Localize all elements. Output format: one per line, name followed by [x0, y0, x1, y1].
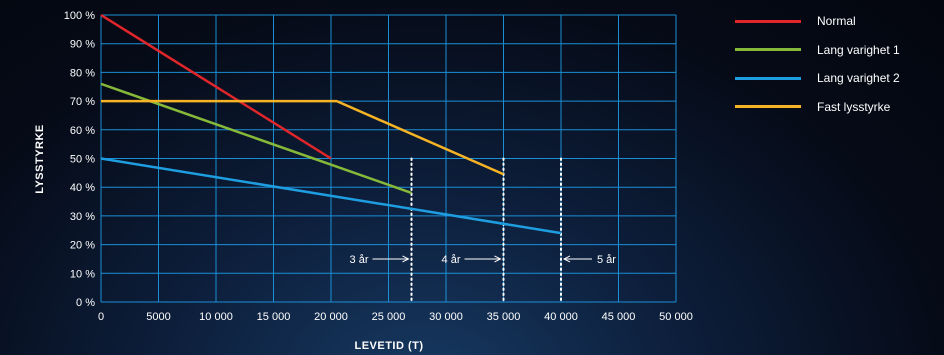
legend-swatch	[735, 19, 801, 23]
annotation-arrowhead	[494, 255, 502, 263]
x-tick-label: 25 000	[372, 311, 406, 323]
annotation-label: 4 år	[442, 254, 461, 266]
legend-swatch	[735, 105, 801, 109]
x-tick-label: 10 000	[199, 311, 233, 323]
series-line	[100, 157, 562, 235]
legend-label: Lang varighet 1	[817, 42, 900, 57]
y-tick-label: 0 %	[76, 297, 95, 309]
series-line	[101, 99, 505, 176]
y-axis-title: LYSSTYRKE	[34, 124, 46, 194]
x-tick-label: 5000	[146, 311, 170, 323]
legend-swatch	[735, 48, 801, 52]
y-tick-label: 80 %	[70, 67, 95, 79]
x-tick-label: 40 000	[544, 311, 578, 323]
x-tick-label: 0	[98, 311, 104, 323]
x-tick-label: 30 000	[429, 311, 463, 323]
y-tick-label: 30 %	[70, 211, 95, 223]
x-tick-label: 20 000	[314, 311, 348, 323]
x-tick-label: 50 000	[659, 311, 693, 323]
y-tick-label: 10 %	[70, 268, 95, 280]
x-tick-label: 15 000	[257, 311, 291, 323]
legend-label: Normal	[817, 14, 856, 29]
chart-legend: Normal Lang varighet 1 Lang varighet 2 Fast…	[735, 7, 900, 121]
legend-item: Lang varighet 1	[735, 36, 900, 65]
x-tick-label: 45 000	[602, 311, 636, 323]
y-tick-label: 90 %	[70, 39, 95, 51]
annotation-arrowhead	[402, 255, 410, 263]
legend-item: Fast lysstyrke	[735, 93, 900, 122]
y-tick-label: 100 %	[64, 10, 95, 22]
legend-label: Fast lysstyrke	[817, 99, 891, 114]
annotation-label: 3 år	[350, 254, 369, 266]
y-tick-label: 70 %	[70, 96, 95, 108]
y-tick-label: 20 %	[70, 240, 95, 252]
chart-series-lines	[100, 13, 562, 235]
legend-swatch	[735, 76, 801, 80]
y-tick-label: 60 %	[70, 125, 95, 137]
y-tick-label: 40 %	[70, 182, 95, 194]
series-line	[100, 13, 332, 160]
y-axis-ticks: 0 % 10 % 20 % 30 % 40 % 50 % 60 % 70 % 80 % 90 % 1…	[64, 10, 95, 309]
chart-grid	[100, 14, 677, 303]
x-tick-label: 35 000	[487, 311, 521, 323]
x-axis-ticks: 0 5000 10 000 15 000 20 000 25 000 30 000 35 00…	[98, 311, 693, 323]
lifetime-annotations: 3 år 4 år 5 år	[350, 157, 616, 303]
annotation-arrowhead	[562, 255, 571, 263]
legend-item: Lang varighet 2	[735, 64, 900, 93]
annotation-label: 5 år	[597, 254, 616, 266]
x-axis-title: LEVETID (T)	[354, 340, 423, 352]
legend-item: Normal	[735, 7, 900, 36]
legend-label: Lang varighet 2	[817, 71, 900, 86]
y-tick-label: 50 %	[70, 154, 95, 166]
